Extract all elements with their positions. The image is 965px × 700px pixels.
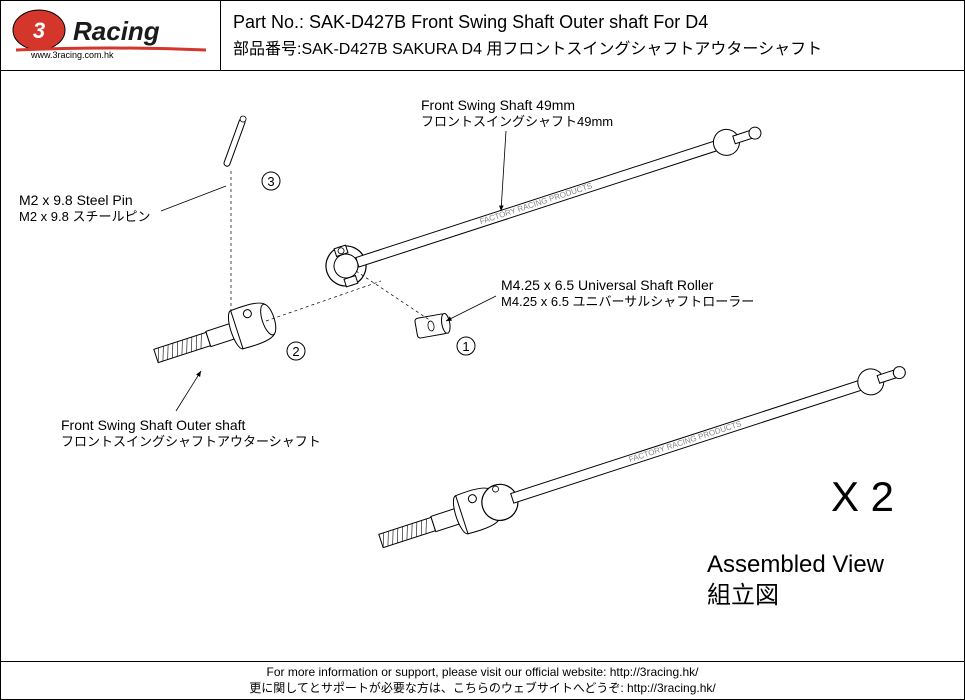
- swing-shaft-icon: FACTORY RACING PRODUCTS: [321, 112, 767, 291]
- title-en-partno: SAK-D427B: [309, 12, 406, 32]
- callout-1: 1: [462, 339, 469, 354]
- diagram-area: M2 x 9.8 Steel Pin M2 x 9.8 スチールピン Front…: [1, 71, 964, 661]
- steel-pin-icon: [223, 115, 247, 167]
- title-en-prefix: Part No.:: [233, 12, 309, 32]
- exploded-diagram: 3 2: [1, 71, 965, 663]
- logo-text: Racing: [73, 16, 160, 46]
- header: 3 Racing www.3racing.com.hk Part No.: SA…: [1, 1, 964, 71]
- outer-shaft-icon: [150, 298, 281, 375]
- callout-2: 2: [292, 344, 299, 359]
- assembly-axis-main: [266, 281, 381, 321]
- title-en-desc: Front Swing Shaft Outer shaft For D4: [406, 12, 708, 32]
- footer: For more information or support, please …: [1, 661, 964, 699]
- footer-jp: 更に関してとサポートが必要な方は、こちらのウェブサイトへどうぞ: http://…: [249, 679, 715, 696]
- callout-3: 3: [267, 174, 274, 189]
- leader-outer: [176, 371, 201, 411]
- leader-shaft: [501, 131, 506, 211]
- title-jp-desc: SAKURA D4 用フロントスイングシャフトアウターシャフト: [388, 41, 822, 58]
- assembled-view-icon: FACTORY RACING PRODUCTS: [375, 351, 912, 560]
- assembly-axis-roller: [356, 271, 431, 321]
- roller-icon: [414, 313, 451, 339]
- title-japanese: 部品番号:SAK-D427B SAKURA D4 用フロントスイングシャフトアウ…: [233, 35, 952, 59]
- logo-box: 3 Racing www.3racing.com.hk: [1, 1, 221, 70]
- title-jp-prefix: 部品番号:: [233, 41, 301, 58]
- title-jp-partno: SAK-D427B: [301, 41, 387, 58]
- racing-logo: 3 Racing www.3racing.com.hk: [11, 8, 211, 63]
- title-box: Part No.: SAK-D427B Front Swing Shaft Ou…: [221, 1, 964, 70]
- logo-url: www.3racing.com.hk: [30, 50, 114, 60]
- leader-roller: [446, 296, 496, 321]
- svg-text:3: 3: [32, 18, 44, 43]
- shaft-text-2: FACTORY RACING PRODUCTS: [628, 419, 743, 464]
- shaft-text-1: FACTORY RACING PRODUCTS: [479, 181, 594, 226]
- leader-pin: [161, 186, 226, 211]
- title-english: Part No.: SAK-D427B Front Swing Shaft Ou…: [233, 12, 952, 33]
- footer-en: For more information or support, please …: [267, 665, 699, 679]
